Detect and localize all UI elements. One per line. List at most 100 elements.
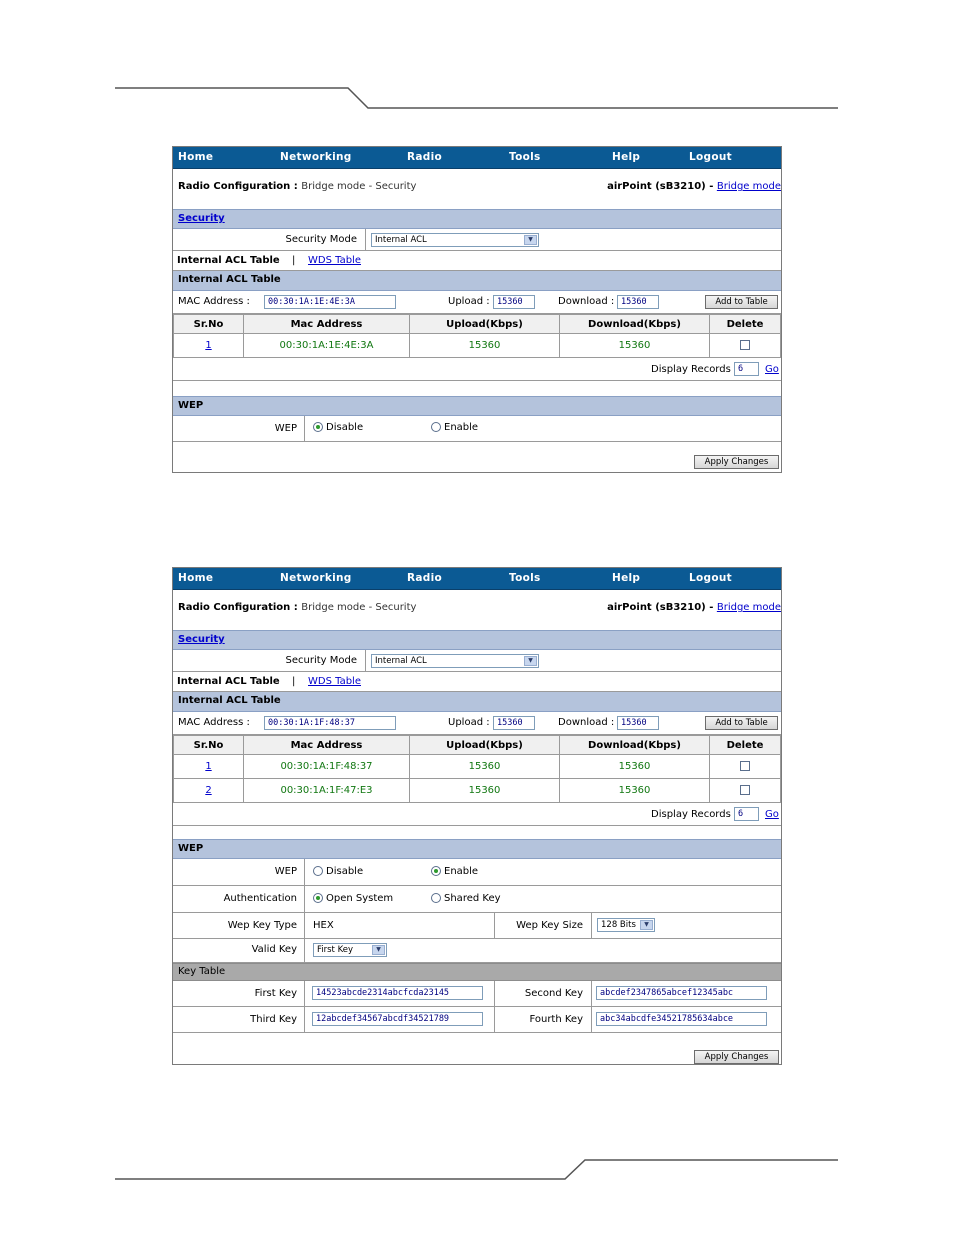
- download-input[interactable]: 15360: [617, 716, 659, 730]
- nav-networking[interactable]: Networking: [280, 572, 352, 584]
- go-link[interactable]: Go: [765, 809, 779, 820]
- nav-home[interactable]: Home: [178, 151, 214, 163]
- tab-separator: |: [292, 676, 296, 687]
- bridge-mode-link[interactable]: Bridge mode: [716, 602, 781, 613]
- col-download: Download(Kbps): [559, 735, 710, 755]
- valid-key-label: Valid Key: [251, 944, 297, 955]
- delete-checkbox[interactable]: [740, 340, 750, 350]
- nav-tools[interactable]: Tools: [509, 151, 541, 163]
- wep-disable-label: Disable: [326, 422, 364, 433]
- nav-radio[interactable]: Radio: [407, 572, 442, 584]
- first-key-label: First Key: [254, 988, 297, 999]
- wep-header-text: WEP: [178, 400, 204, 411]
- mac-address-input[interactable]: 00:30:1A:1E:4E:3A: [264, 295, 396, 309]
- top-nav: Home Networking Radio Tools Help Logout: [173, 568, 781, 590]
- wep-label: WEP: [274, 423, 297, 434]
- mac-address-input[interactable]: 00:30:1A:1F:48:37: [264, 716, 396, 730]
- auth-shared-label: Shared Key: [444, 893, 501, 904]
- chevron-down-icon: ▼: [524, 235, 537, 245]
- key-type-value: HEX: [313, 920, 334, 931]
- security-link[interactable]: Security: [178, 213, 225, 224]
- apply-changes-button[interactable]: Apply Changes: [694, 455, 779, 469]
- table-row: 1 00:30:1A:1F:48:37 15360 15360: [173, 754, 781, 779]
- nav-logout[interactable]: Logout: [689, 572, 732, 584]
- second-key-input[interactable]: abcdef2347865abcef12345abc: [596, 986, 767, 1000]
- tab-separator: |: [292, 255, 296, 266]
- third-key-input[interactable]: 12abcdef34567abcdf34521789: [312, 1012, 483, 1026]
- wep-label: WEP: [274, 866, 297, 877]
- key-size-select[interactable]: 128 Bits ▼: [597, 918, 655, 932]
- security-mode-row: Security Mode Internal ACL ▼: [173, 229, 781, 251]
- nav-help[interactable]: Help: [612, 151, 641, 163]
- nav-networking[interactable]: Networking: [280, 151, 352, 163]
- delete-checkbox[interactable]: [740, 761, 750, 771]
- download-label: Download :: [558, 296, 615, 307]
- wep-disable-option[interactable]: Disable: [313, 422, 363, 433]
- display-records-row: Display Records 6 Go: [173, 358, 781, 381]
- chevron-down-icon: ▼: [640, 920, 653, 930]
- display-records-label: Display Records: [651, 364, 731, 375]
- auth-open-option[interactable]: Open System: [313, 893, 393, 904]
- display-records-input[interactable]: 6: [734, 807, 759, 821]
- wep-row: WEP Disable Enable: [173, 416, 781, 442]
- breadcrumb-label: Radio Configuration :: [178, 602, 298, 613]
- nav-tools[interactable]: Tools: [509, 572, 541, 584]
- row-upload: 15360: [409, 754, 560, 779]
- breadcrumb-path: Bridge mode - Security: [301, 602, 417, 613]
- valid-key-select[interactable]: First Key ▼: [313, 943, 387, 957]
- nav-home[interactable]: Home: [178, 572, 214, 584]
- wep-enable-option[interactable]: Enable: [431, 866, 478, 877]
- fourth-key-input[interactable]: abc34abcdfe34521785634abce: [596, 1012, 767, 1026]
- top-nav: Home Networking Radio Tools Help Logout: [173, 147, 781, 169]
- key-row-2: Third Key 12abcdef34567abcdf34521789 Fou…: [173, 1007, 781, 1033]
- wep-enable-label: Enable: [444, 866, 479, 877]
- nav-logout[interactable]: Logout: [689, 151, 732, 163]
- apply-changes-button[interactable]: Apply Changes: [694, 1050, 779, 1064]
- col-download: Download(Kbps): [559, 314, 710, 334]
- security-mode-select[interactable]: Internal ACL ▼: [371, 654, 539, 668]
- fourth-key-label: Fourth Key: [529, 1014, 583, 1025]
- nav-help[interactable]: Help: [612, 572, 641, 584]
- security-link[interactable]: Security: [178, 634, 225, 645]
- security-section-header: Security: [173, 209, 781, 229]
- row-sr-link[interactable]: 1: [205, 761, 212, 772]
- bridge-mode-link[interactable]: Bridge mode: [716, 181, 781, 192]
- security-section-header: Security: [173, 630, 781, 650]
- download-input[interactable]: 15360: [617, 295, 659, 309]
- security-mode-value: Internal ACL: [375, 656, 427, 666]
- row-sr-link[interactable]: 2: [205, 785, 212, 796]
- auth-shared-option[interactable]: Shared Key: [431, 893, 501, 904]
- row-download: 15360: [559, 754, 710, 779]
- wep-enable-option[interactable]: Enable: [431, 422, 478, 433]
- tab-internal-acl[interactable]: Internal ACL Table: [177, 255, 280, 266]
- first-key-input[interactable]: 14523abcde2314abcfcda23145: [312, 986, 483, 1000]
- tab-internal-acl[interactable]: Internal ACL Table: [177, 676, 280, 687]
- tab-wds-table[interactable]: WDS Table: [308, 676, 361, 687]
- radio-icon: [431, 422, 441, 432]
- security-mode-select[interactable]: Internal ACL ▼: [371, 233, 539, 247]
- add-to-table-button[interactable]: Add to Table: [705, 716, 778, 730]
- go-link[interactable]: Go: [765, 364, 779, 375]
- radio-selected-icon: [313, 422, 323, 432]
- delete-checkbox[interactable]: [740, 785, 750, 795]
- radio-icon: [313, 866, 323, 876]
- col-delete: Delete: [709, 735, 781, 755]
- valid-key-value: First Key: [317, 945, 354, 955]
- tab-wds-table[interactable]: WDS Table: [308, 255, 361, 266]
- chevron-down-icon: ▼: [524, 656, 537, 666]
- nav-radio[interactable]: Radio: [407, 151, 442, 163]
- wep-section-header: WEP: [173, 396, 781, 416]
- security-mode-value: Internal ACL: [375, 235, 427, 245]
- add-to-table-button[interactable]: Add to Table: [705, 295, 778, 309]
- display-records-input[interactable]: 6: [734, 362, 759, 376]
- upload-input[interactable]: 15360: [493, 716, 535, 730]
- wep-enable-label: Enable: [444, 422, 479, 433]
- spacer: [173, 826, 781, 839]
- upload-input[interactable]: 15360: [493, 295, 535, 309]
- valid-key-row: Valid Key First Key ▼: [173, 939, 781, 963]
- wep-disable-option[interactable]: Disable: [313, 866, 363, 877]
- spacer: [173, 381, 781, 396]
- breadcrumb-label: Radio Configuration :: [178, 181, 298, 192]
- table-row: 2 00:30:1A:1F:47:E3 15360 15360: [173, 778, 781, 803]
- row-sr-link[interactable]: 1: [205, 340, 212, 351]
